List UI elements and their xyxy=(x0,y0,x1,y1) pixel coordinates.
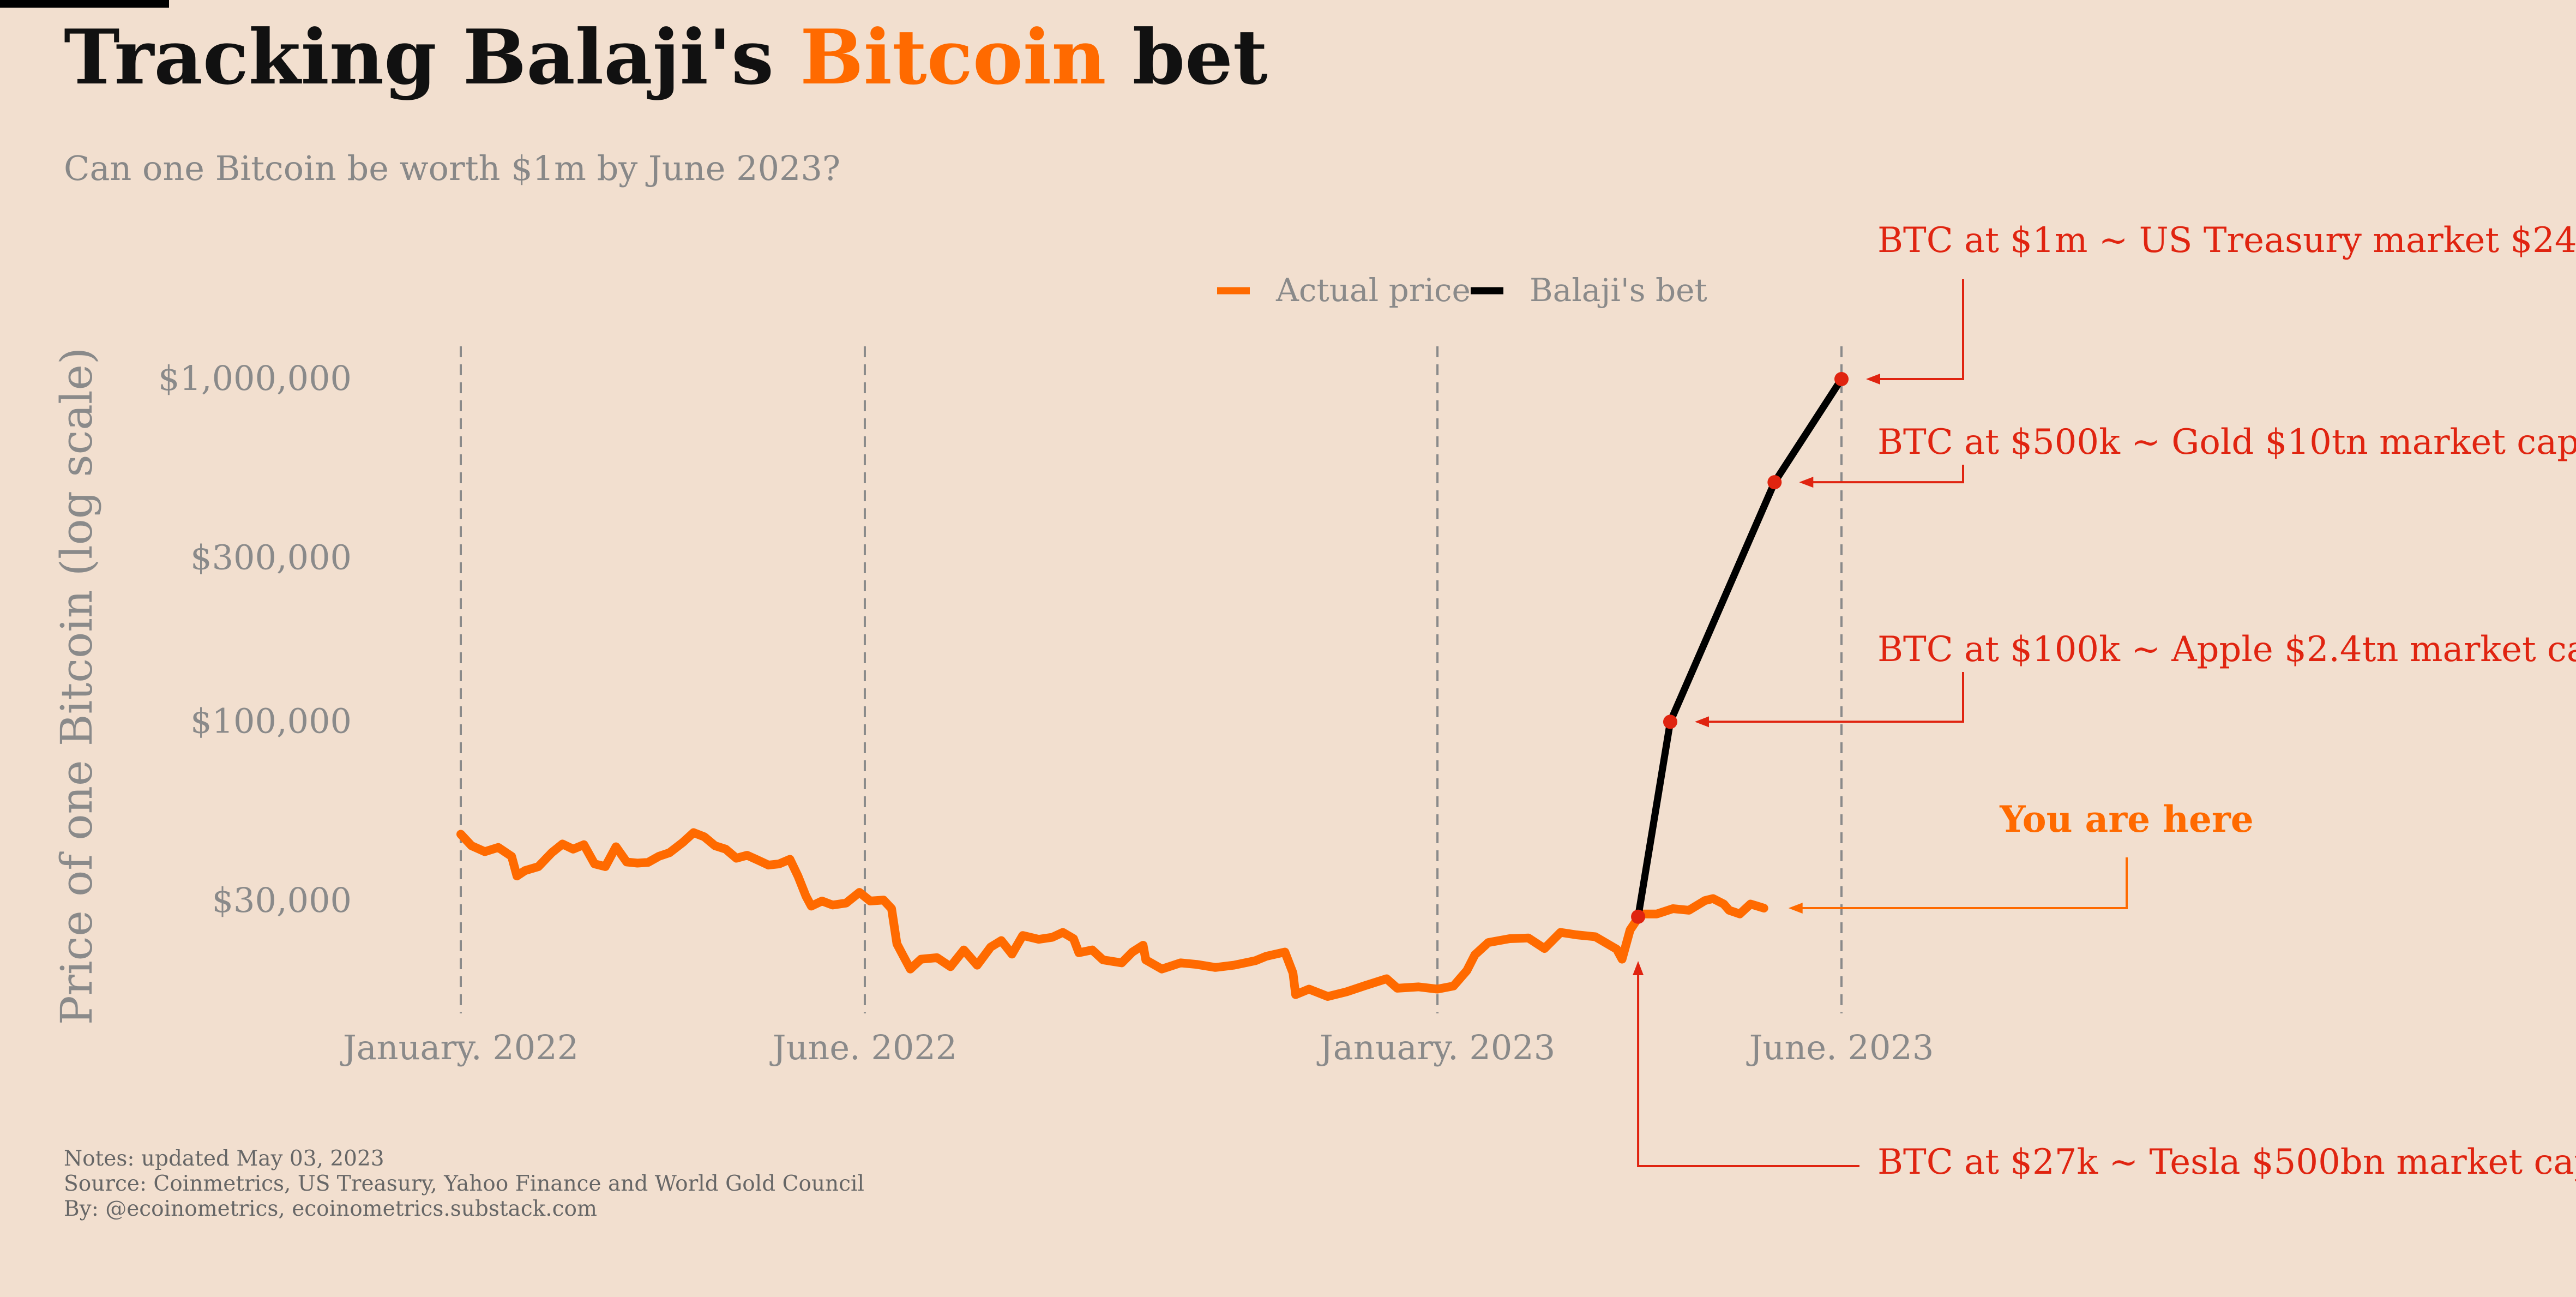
page-title: Tracking Balaji's Bitcoin bet xyxy=(64,12,1268,103)
bet-marker-2 xyxy=(1767,475,1782,490)
notes-updated: Notes: updated May 03, 2023 xyxy=(64,1146,384,1171)
notes-byline: By: @ecoinometrics, ecoinometrics.substa… xyxy=(64,1197,597,1221)
subtitle: Can one Bitcoin be worth $1m by June 202… xyxy=(64,148,841,188)
bet-marker-0 xyxy=(1631,909,1646,924)
y-tick-label-1: $100,000 xyxy=(190,701,352,741)
x-tick-label-0: January. 2022 xyxy=(340,1028,579,1067)
y-tick-label-2: $300,000 xyxy=(190,538,352,578)
connector-100k xyxy=(1705,672,1964,723)
top-accent-bar xyxy=(0,0,169,8)
bet-marker-3 xyxy=(1834,372,1849,386)
bet-marker-1 xyxy=(1663,714,1677,729)
title-prefix: Tracking Balaji's xyxy=(64,13,800,101)
annotation-500k: BTC at $500k ~ Gold $10tn market cap xyxy=(1877,422,2576,463)
footer-notes: Notes: updated May 03, 2023 Source: Coin… xyxy=(64,1146,864,1222)
series-line-balaji-bet xyxy=(1634,375,1845,921)
legend-label-actual: Actual price xyxy=(1275,272,1471,309)
x-tick-label-2: January. 2023 xyxy=(1316,1028,1555,1067)
arrowhead-1m xyxy=(1866,374,1880,385)
connector-500k xyxy=(1810,465,1964,484)
arrowhead-500k xyxy=(1799,477,1814,488)
connector-27k xyxy=(1637,974,1859,1167)
annotation-1m: BTC at $1m ~ US Treasury market $24tn xyxy=(1877,220,2576,261)
y-tick-label-0: $30,000 xyxy=(212,880,352,920)
series-line-actual-price xyxy=(456,828,1768,1001)
x-tick-label-3: June. 2023 xyxy=(1746,1028,1934,1067)
arrowhead-27k xyxy=(1633,961,1644,975)
y-tick-label-3: $1,000,000 xyxy=(158,358,352,398)
title-suffix: bet xyxy=(1106,13,1268,101)
annotation-100k: BTC at $100k ~ Apple $2.4tn market cap xyxy=(1877,629,2576,670)
legend-label-bet: Balaji's bet xyxy=(1530,272,1707,309)
notes-source: Source: Coinmetrics, US Treasury, Yahoo … xyxy=(64,1172,864,1196)
arrowhead-you-are-here xyxy=(1788,903,1803,914)
annotation-27k: BTC at $27k ~ Tesla $500bn market cap xyxy=(1877,1142,2576,1182)
annotation-you-are-here: You are here xyxy=(1999,798,2254,840)
x-tick-label-1: June. 2022 xyxy=(769,1028,958,1067)
title-accent: Bitcoin xyxy=(799,13,1106,101)
arrowhead-100k xyxy=(1694,716,1709,728)
y-axis-label: Price of one Bitcoin (log scale) xyxy=(51,347,102,1025)
connector-1m xyxy=(1877,279,1964,380)
connector-you-are-here xyxy=(1799,857,2128,910)
